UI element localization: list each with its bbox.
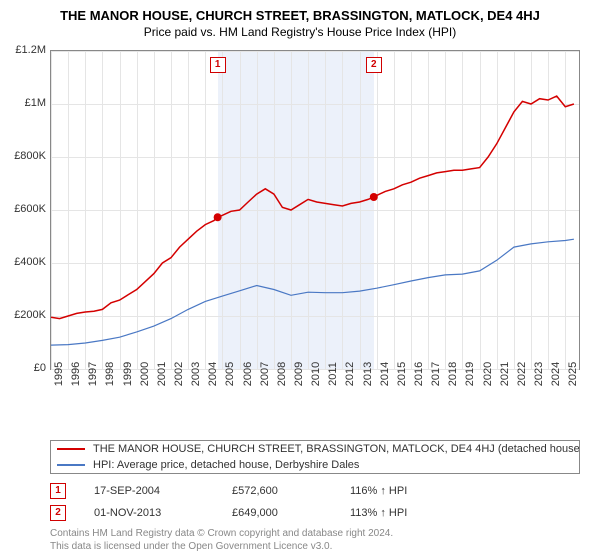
legend-row: HPI: Average price, detached house, Derb…: [51, 457, 579, 473]
sale-row: 2 01-NOV-2013 £649,000 113% ↑ HPI: [50, 502, 580, 524]
x-tick-label: 2006: [242, 362, 254, 386]
footer: Contains HM Land Registry data © Crown c…: [50, 528, 580, 553]
x-tick-label: 2021: [499, 362, 511, 386]
sale-hpi: 113% ↑ HPI: [350, 507, 450, 519]
sale-row-marker: 2: [50, 505, 66, 521]
x-tick-label: 2012: [344, 362, 356, 386]
legend-swatch: [57, 464, 85, 466]
sale-row: 1 17-SEP-2004 £572,600 116% ↑ HPI: [50, 480, 580, 502]
x-tick-label: 2000: [139, 362, 151, 386]
sale-date: 17-SEP-2004: [94, 485, 204, 497]
legend-swatch: [57, 448, 85, 450]
x-tick-label: 1998: [104, 362, 116, 386]
x-tick-label: 1997: [87, 362, 99, 386]
legend-row: THE MANOR HOUSE, CHURCH STREET, BRASSING…: [51, 441, 579, 457]
x-tick-label: 1996: [70, 362, 82, 386]
x-tick-label: 2024: [550, 362, 562, 386]
sale-hpi: 116% ↑ HPI: [350, 485, 450, 497]
footer-line1: Contains HM Land Registry data © Crown c…: [50, 528, 580, 541]
series-hpi: [51, 239, 574, 345]
y-tick-label: £1M: [25, 97, 46, 109]
plot-svg: [51, 51, 579, 369]
x-tick-label: 2007: [259, 362, 271, 386]
x-tick-label: 2008: [276, 362, 288, 386]
sale-marker: 1: [210, 57, 226, 73]
chart-title: THE MANOR HOUSE, CHURCH STREET, BRASSING…: [0, 0, 600, 23]
sales-table: 1 17-SEP-2004 £572,600 116% ↑ HPI 2 01-NOV-20…: [50, 480, 580, 524]
sale-marker: 2: [366, 57, 382, 73]
y-tick-label: £400K: [14, 256, 46, 268]
x-tick-label: 2005: [224, 362, 236, 386]
sale-date: 01-NOV-2013: [94, 507, 204, 519]
x-tick-label: 2020: [482, 362, 494, 386]
x-tick-label: 2004: [207, 362, 219, 386]
x-tick-label: 2013: [362, 362, 374, 386]
chart-subtitle: Price paid vs. HM Land Registry's House …: [0, 23, 600, 43]
x-tick-label: 1995: [53, 362, 65, 386]
x-tick-label: 2009: [293, 362, 305, 386]
x-tick-label: 2015: [396, 362, 408, 386]
y-tick-label: £200K: [14, 309, 46, 321]
sale-price: £649,000: [232, 507, 322, 519]
sale-row-marker: 1: [50, 483, 66, 499]
x-tick-label: 2022: [516, 362, 528, 386]
x-tick-label: 2023: [533, 362, 545, 386]
legend: THE MANOR HOUSE, CHURCH STREET, BRASSING…: [50, 440, 580, 474]
y-tick-label: £800K: [14, 150, 46, 162]
sale-point-dot: [370, 193, 378, 201]
sale-price: £572,600: [232, 485, 322, 497]
x-tick-label: 1999: [122, 362, 134, 386]
x-tick-label: 2011: [327, 362, 339, 386]
series-price_paid: [51, 96, 574, 319]
x-tick-label: 2017: [430, 362, 442, 386]
footer-line2: This data is licensed under the Open Gov…: [50, 541, 580, 554]
x-tick-label: 2014: [379, 362, 391, 386]
x-tick-label: 2001: [156, 362, 168, 386]
x-tick-label: 2019: [464, 362, 476, 386]
x-tick-label: 2002: [173, 362, 185, 386]
chart-area: 12 £0£200K£400K£600K£800K£1M£1.2M1995199…: [50, 50, 580, 400]
x-tick-label: 2003: [190, 362, 202, 386]
y-tick-label: £600K: [14, 203, 46, 215]
sale-point-dot: [214, 213, 222, 221]
chart-container: THE MANOR HOUSE, CHURCH STREET, BRASSING…: [0, 0, 600, 560]
legend-label: HPI: Average price, detached house, Derb…: [93, 459, 359, 471]
y-tick-label: £1.2M: [15, 44, 46, 56]
x-tick-label: 2016: [413, 362, 425, 386]
plot-region: 12: [50, 50, 580, 370]
legend-label: THE MANOR HOUSE, CHURCH STREET, BRASSING…: [93, 443, 580, 455]
x-tick-label: 2018: [447, 362, 459, 386]
x-tick-label: 2025: [567, 362, 579, 386]
y-tick-label: £0: [34, 362, 46, 374]
x-tick-label: 2010: [310, 362, 322, 386]
